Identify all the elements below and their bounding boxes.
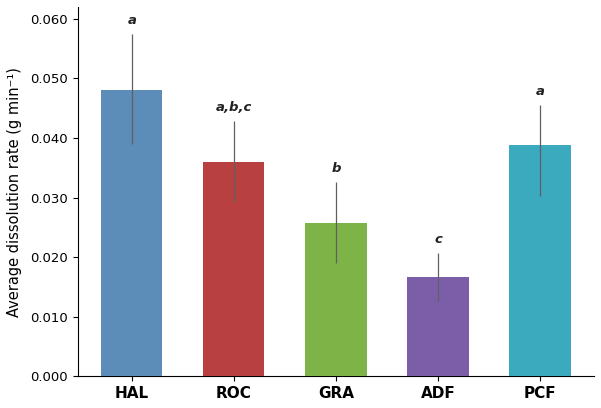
Text: a,b,c: a,b,c — [216, 101, 252, 114]
Y-axis label: Average dissolution rate (g min⁻¹): Average dissolution rate (g min⁻¹) — [7, 67, 22, 317]
Bar — [305, 223, 367, 376]
Text: a: a — [535, 84, 545, 98]
Bar — [101, 90, 162, 376]
Bar — [510, 145, 570, 376]
Text: a: a — [127, 13, 136, 27]
Text: b: b — [331, 162, 341, 175]
Text: c: c — [434, 233, 442, 246]
Bar — [407, 277, 469, 376]
Bar — [203, 162, 264, 376]
